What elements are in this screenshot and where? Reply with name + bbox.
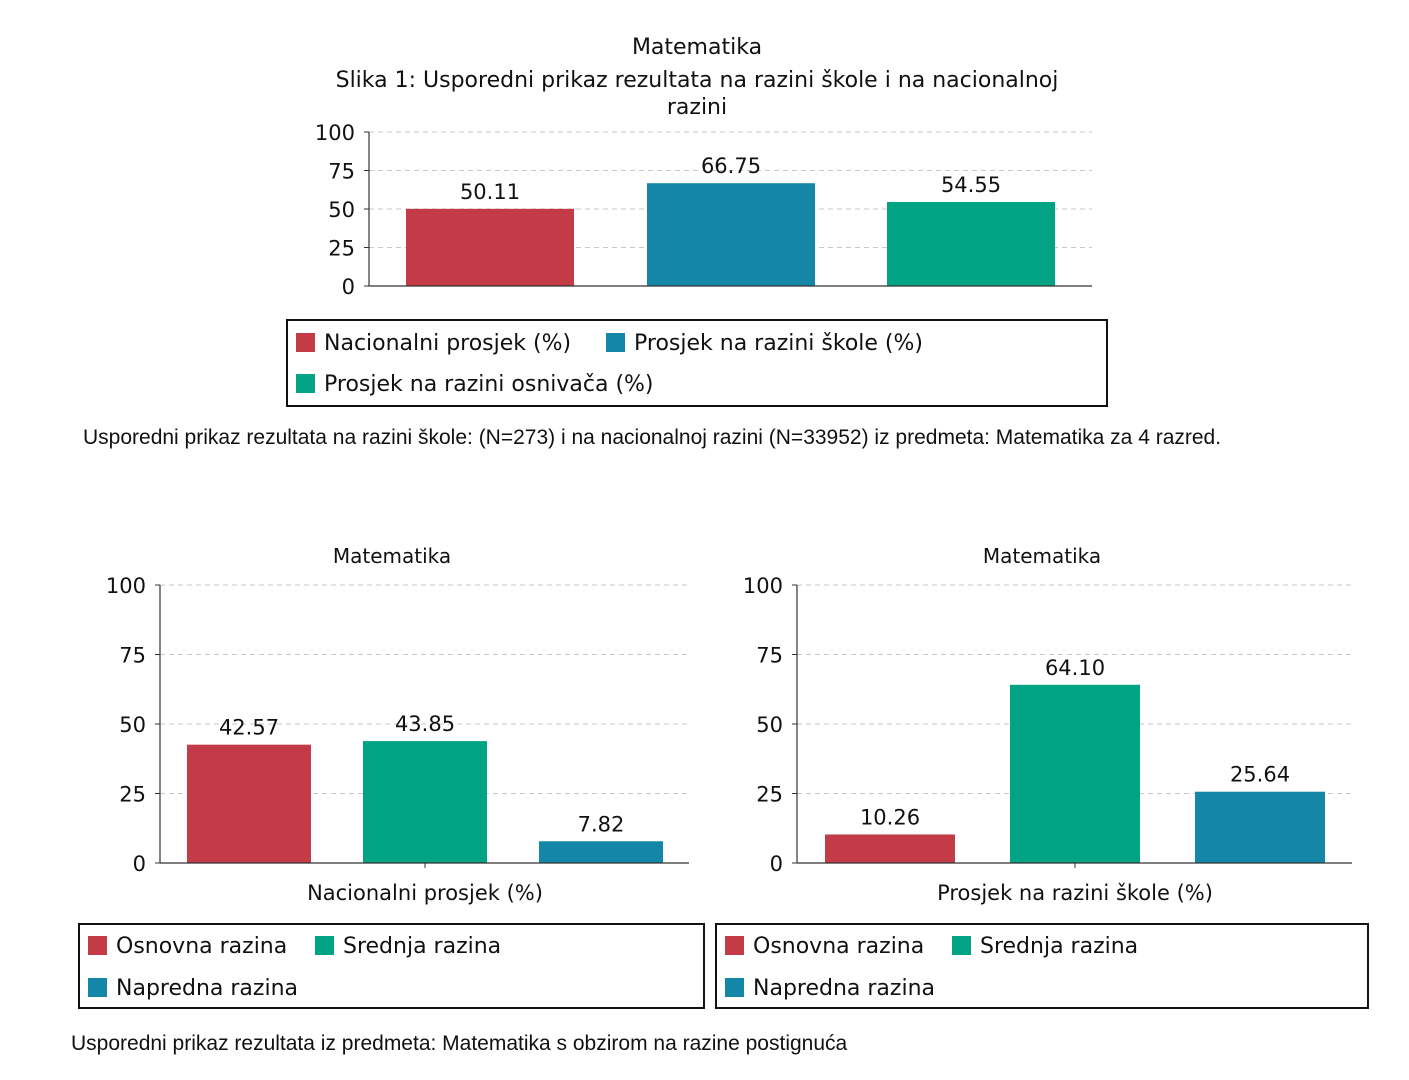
main-legend-swatch xyxy=(296,374,315,393)
national-y-tick-label: 0 xyxy=(133,852,146,876)
school-legend-swatch xyxy=(725,936,744,955)
main-chart-title: Matematika xyxy=(632,35,762,60)
levels-chart-caption: Usporedni prikaz rezultata iz predmeta: … xyxy=(71,1032,848,1055)
national-bar-2 xyxy=(363,741,487,863)
main-legend-swatch xyxy=(606,333,625,352)
main-bar-3 xyxy=(887,201,1055,286)
main-bar-value-label: 66.75 xyxy=(701,154,761,178)
main-bar-value-label: 54.55 xyxy=(941,173,1001,197)
main-bar-1 xyxy=(406,208,574,286)
school-y-tick-label: 25 xyxy=(756,783,783,807)
national-legend-swatch xyxy=(88,978,107,997)
national-y-tick-label: 100 xyxy=(106,574,146,598)
main-legend-entry: Prosjek na razini škole (%) xyxy=(634,331,923,356)
school-legend-entry: Osnovna razina xyxy=(753,934,924,959)
school-bar-3 xyxy=(1195,791,1325,863)
main-y-tick-label: 25 xyxy=(328,237,355,261)
school-y-tick-label: 0 xyxy=(770,852,783,876)
national-legend-entry: Napredna razina xyxy=(116,976,298,1001)
school-x-axis-label: Prosjek na razini škole (%) xyxy=(937,881,1213,905)
main-y-tick-label: 75 xyxy=(328,160,355,184)
school-legend-box xyxy=(715,923,1369,1009)
national-chart-title: Matematika xyxy=(333,544,451,568)
national-y-tick-label: 50 xyxy=(119,713,146,737)
main-legend-swatch xyxy=(296,333,315,352)
school-chart-title: Matematika xyxy=(983,544,1101,568)
school-y-tick-label: 50 xyxy=(756,713,783,737)
national-bar-3 xyxy=(539,841,663,863)
national-bar-value-label: 42.57 xyxy=(219,716,279,740)
main-legend-entry: Prosjek na razini osnivača (%) xyxy=(324,372,654,397)
school-bar-value-label: 25.64 xyxy=(1230,763,1290,787)
national-legend-entry: Srednja razina xyxy=(343,934,501,959)
school-y-tick-label: 75 xyxy=(756,644,783,668)
main-bar-value-label: 50.11 xyxy=(460,180,520,204)
school-bar-value-label: 10.26 xyxy=(860,805,920,829)
national-legend-entry: Osnovna razina xyxy=(116,934,287,959)
school-bar-1 xyxy=(825,834,955,863)
national-x-axis-label: Nacionalni prosjek (%) xyxy=(307,881,543,905)
main-y-tick-label: 50 xyxy=(328,198,355,222)
main-y-tick-label: 0 xyxy=(342,275,355,299)
main-bar-2 xyxy=(647,183,815,286)
national-legend-box xyxy=(78,923,705,1009)
main-chart-subtitle-line: Slika 1: Usporedni prikaz rezultata na r… xyxy=(336,68,1059,93)
school-bar-2 xyxy=(1010,684,1140,863)
school-y-tick-label: 100 xyxy=(743,574,783,598)
school-legend-swatch xyxy=(952,936,971,955)
school-legend-entry: Srednja razina xyxy=(980,934,1138,959)
national-y-tick-label: 25 xyxy=(119,783,146,807)
national-legend-swatch xyxy=(88,936,107,955)
main-legend-entry: Nacionalni prosjek (%) xyxy=(324,331,571,356)
school-legend-entry: Napredna razina xyxy=(753,976,935,1001)
national-bar-value-label: 43.85 xyxy=(395,712,455,736)
main-chart-subtitle-line: razini xyxy=(667,95,727,120)
national-y-tick-label: 75 xyxy=(119,644,146,668)
main-y-tick-label: 100 xyxy=(315,121,355,145)
school-bar-value-label: 64.10 xyxy=(1045,656,1105,680)
school-legend-swatch xyxy=(725,978,744,997)
national-legend-swatch xyxy=(315,936,334,955)
national-bar-1 xyxy=(187,744,311,863)
main-chart-caption: Usporedni prikaz rezultata na razini ško… xyxy=(83,426,1222,449)
main-legend-box xyxy=(286,319,1108,407)
national-bar-value-label: 7.82 xyxy=(578,812,625,836)
